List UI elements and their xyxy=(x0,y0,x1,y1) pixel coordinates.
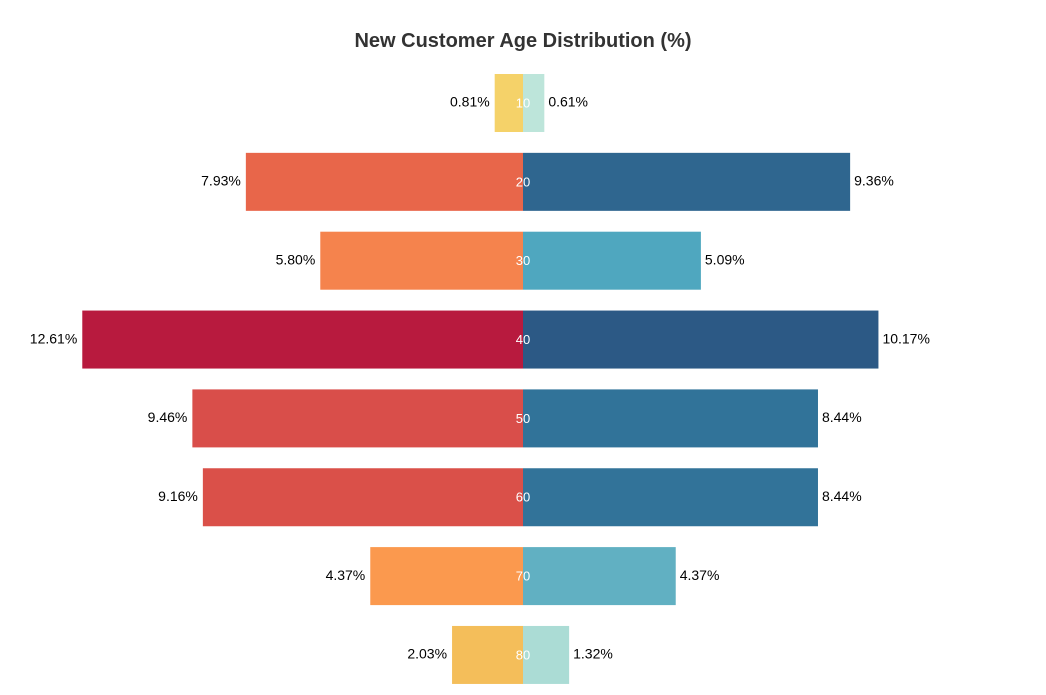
value-label-left-70: 4.37% xyxy=(326,567,366,583)
value-label-left-40: 12.61% xyxy=(30,330,77,346)
bar-left-80 xyxy=(452,625,523,684)
bar-right-80 xyxy=(523,625,570,684)
value-label-left-10: 0.81% xyxy=(450,94,490,110)
bar-left-50 xyxy=(192,389,523,448)
chart-title: New Customer Age Distribution (%) xyxy=(354,30,692,52)
value-label-left-80: 2.03% xyxy=(407,646,447,662)
bar-left-60 xyxy=(202,468,524,527)
bar-left-70 xyxy=(370,547,523,606)
category-label-80: 80 xyxy=(516,647,530,662)
value-label-left-50: 9.46% xyxy=(148,409,188,425)
value-label-left-20: 7.93% xyxy=(201,173,241,189)
value-label-right-20: 9.36% xyxy=(854,173,894,189)
value-label-left-60: 9.16% xyxy=(158,488,198,504)
value-label-right-60: 8.44% xyxy=(822,488,862,504)
value-label-left-30: 5.80% xyxy=(276,251,316,267)
bar-right-60 xyxy=(523,468,818,527)
category-label-70: 70 xyxy=(516,569,530,584)
bar-left-30 xyxy=(320,231,523,290)
value-label-right-50: 8.44% xyxy=(822,409,862,425)
value-label-right-80: 1.32% xyxy=(573,646,613,662)
bars-layer xyxy=(82,74,879,684)
value-label-right-70: 4.37% xyxy=(680,567,720,583)
bar-right-30 xyxy=(523,231,701,290)
bar-right-50 xyxy=(523,389,818,448)
labels-layer: 0.81% 0.61% 10 7.93% 9.36% 20 5.80% 5.09% 30 12.6… xyxy=(30,94,930,663)
category-label-30: 30 xyxy=(516,253,530,268)
category-label-50: 50 xyxy=(516,411,530,426)
bar-left-10 xyxy=(494,74,523,132)
bar-left-40 xyxy=(82,310,523,369)
bar-right-40 xyxy=(523,310,879,369)
value-label-right-30: 5.09% xyxy=(705,251,745,267)
bar-right-10 xyxy=(523,74,545,132)
bar-left-20 xyxy=(245,152,523,211)
category-label-40: 40 xyxy=(516,332,530,347)
category-label-10: 10 xyxy=(516,95,530,110)
bar-right-70 xyxy=(523,547,676,606)
bar-right-20 xyxy=(523,152,851,211)
category-label-60: 60 xyxy=(516,490,530,505)
value-label-right-10: 0.61% xyxy=(548,94,588,110)
category-label-20: 20 xyxy=(516,174,530,189)
value-label-right-40: 10.17% xyxy=(882,330,929,346)
